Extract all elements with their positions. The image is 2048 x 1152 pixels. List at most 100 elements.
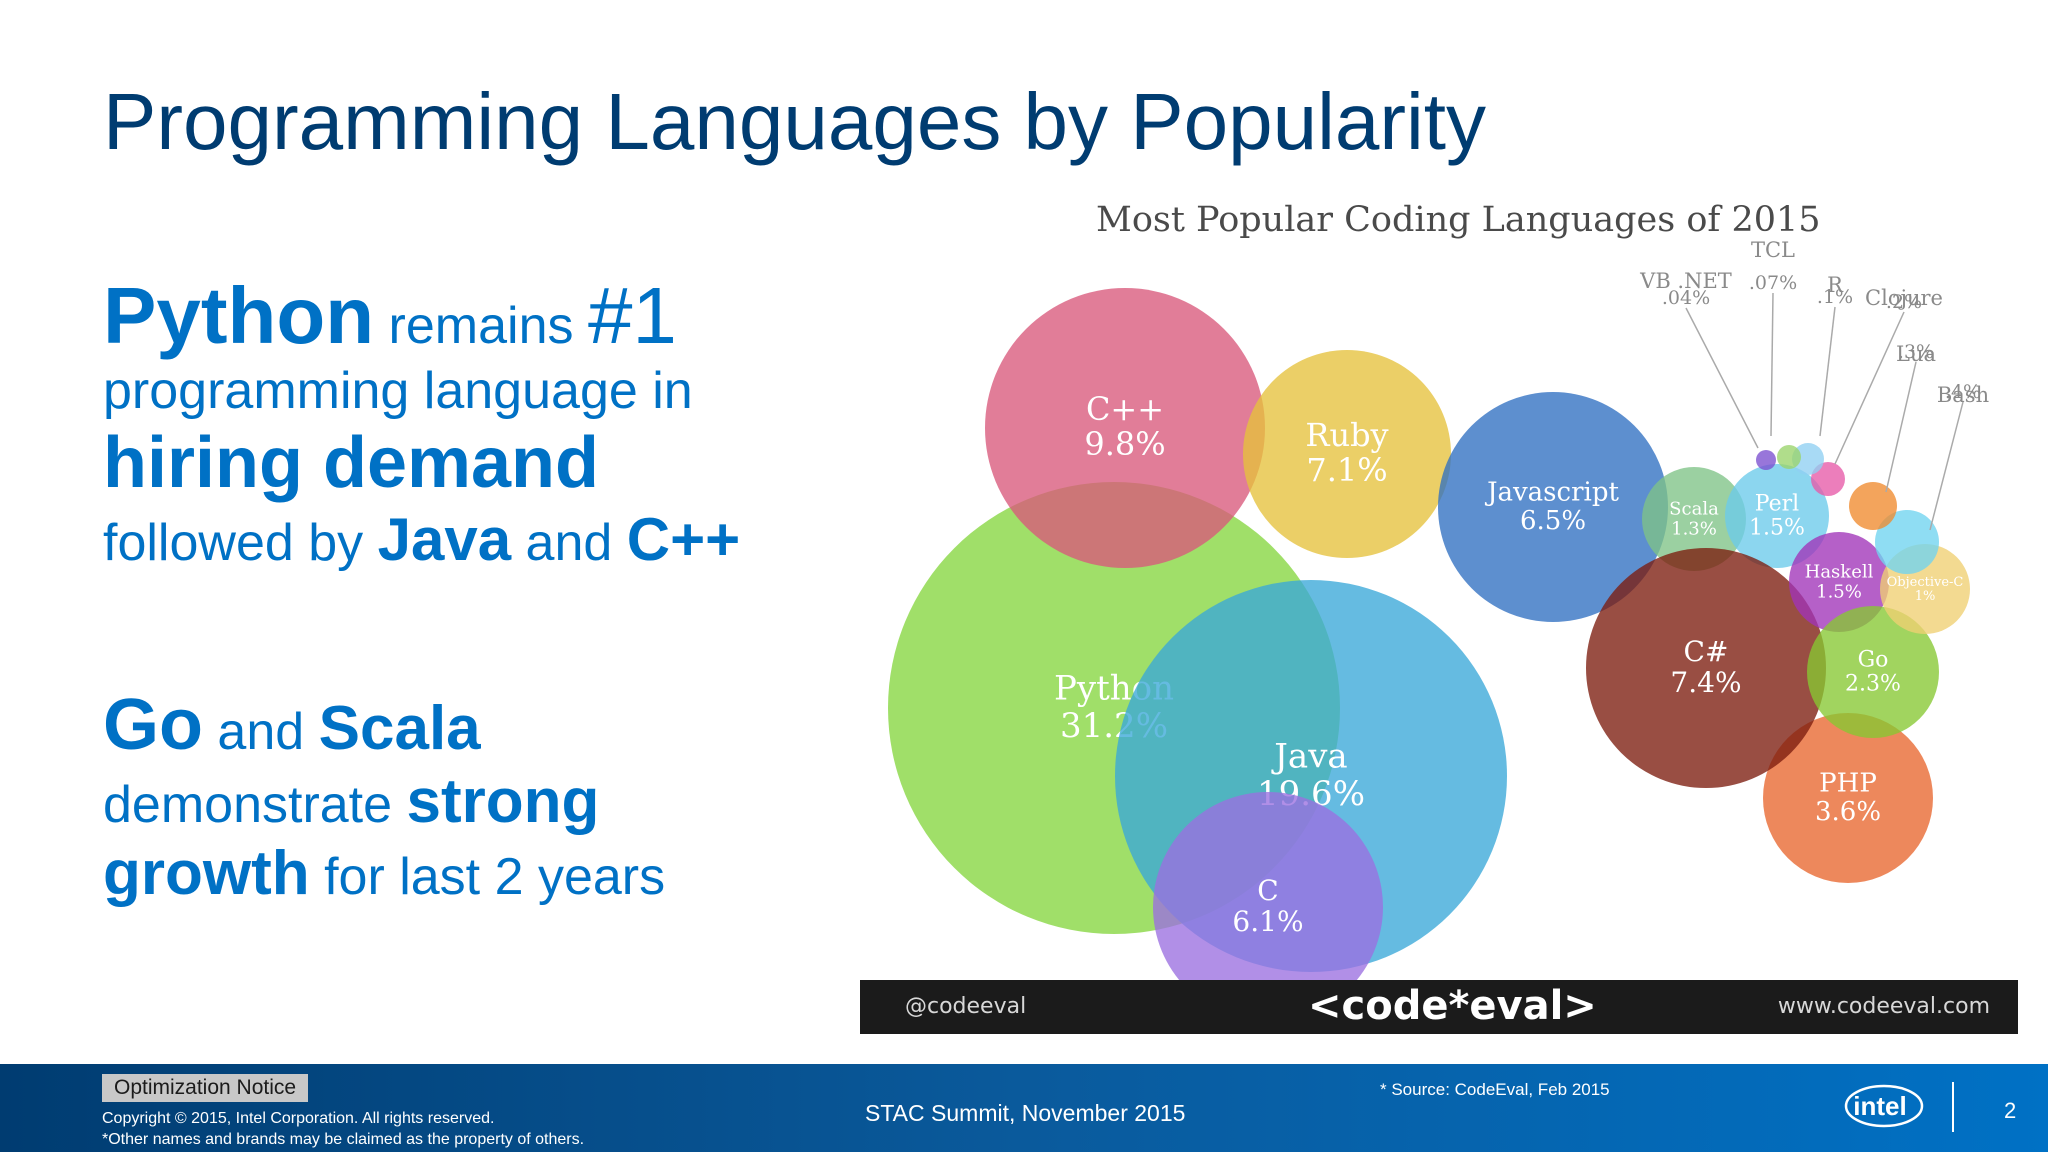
bubble-value-label: 3.6% bbox=[1815, 797, 1881, 827]
callout-line bbox=[1885, 361, 1917, 493]
bullet-text: followed by bbox=[103, 513, 378, 572]
copyright-text: Copyright © 2015, Intel Corporation. All… bbox=[102, 1110, 495, 1127]
bubble-value-label: 6.5% bbox=[1520, 506, 1586, 536]
bubble-go bbox=[1807, 606, 1939, 738]
bullet-line: Python remains #1 bbox=[103, 270, 823, 362]
slide-footer: Optimization Notice Copyright © 2015, In… bbox=[0, 1064, 2048, 1152]
bullet-text: for last 2 years bbox=[309, 847, 666, 906]
bubble-tcl bbox=[1777, 445, 1801, 469]
bubble-label: PHP bbox=[1819, 769, 1877, 799]
bubble-label: Javascript bbox=[1484, 478, 1619, 508]
bubble-label: C# bbox=[1684, 635, 1729, 668]
callout-line bbox=[1685, 307, 1759, 449]
page-number: 2 bbox=[2004, 1098, 2017, 1123]
bubble-value-label: 7.1% bbox=[1306, 451, 1387, 489]
bubble-chart: Python 31.2% Java 19.6% C 6.1% C++ 9.8% Ruby 7.1%… bbox=[860, 186, 2020, 1034]
bullet-line: demonstrate strong bbox=[103, 766, 823, 837]
callout-value: .07% bbox=[1749, 272, 1797, 294]
chart-footer-bar: @codeeval <code*eval> www.codeeval.com bbox=[860, 980, 2018, 1034]
bubble-scala bbox=[1642, 467, 1746, 571]
brands-disclaimer: *Other names and brands may be claimed a… bbox=[102, 1131, 585, 1148]
footer-divider bbox=[1952, 1082, 1954, 1132]
bullet-text: remains bbox=[374, 297, 588, 355]
bullet-line bbox=[103, 574, 823, 684]
bullet-text: and bbox=[511, 513, 627, 572]
callout-label: R bbox=[1827, 273, 1844, 297]
bullet-text: Scala bbox=[318, 693, 481, 763]
bubble-perl bbox=[1725, 464, 1829, 568]
bubble-label: Scala bbox=[1669, 499, 1719, 520]
bubble-bash bbox=[1875, 510, 1939, 574]
bullet-line: followed by Java and C++ bbox=[103, 505, 823, 574]
bullet-text: and bbox=[202, 702, 319, 761]
bullet-line: hiring demand bbox=[103, 422, 823, 505]
chart-title: Most Popular Coding Languages of 2015 bbox=[1096, 200, 1821, 240]
bubble-c- bbox=[1586, 548, 1826, 788]
callout-label: VB .NET bbox=[1639, 269, 1732, 293]
callout-label: Lua bbox=[1896, 342, 1936, 366]
bubble-javascript bbox=[1438, 392, 1668, 622]
bullet-text: hiring demand bbox=[103, 422, 600, 503]
key-points: Python remains #1 programming language in… bbox=[103, 270, 823, 909]
codeeval-url: www.codeeval.com bbox=[1777, 994, 1990, 1019]
bubble-ruby bbox=[1243, 350, 1451, 558]
bubble-label: Ruby bbox=[1305, 416, 1388, 454]
source-note: * Source: CodeEval, Feb 2015 bbox=[1380, 1080, 1610, 1099]
bubble-value-label: 9.8% bbox=[1084, 425, 1165, 463]
bubble-lua bbox=[1849, 482, 1897, 530]
callout-line bbox=[1929, 401, 1964, 531]
bubble-label: C bbox=[1257, 874, 1278, 907]
callout-label: Bash bbox=[1937, 383, 1989, 407]
bullet-text: Python bbox=[103, 271, 375, 360]
bullet-line: growth for last 2 years bbox=[103, 838, 823, 909]
slide-title: Programming Languages by Popularity bbox=[103, 77, 1487, 166]
callout-label: Clojure bbox=[1865, 286, 1943, 310]
callout-line bbox=[1819, 306, 1836, 437]
bullet-text: Java bbox=[377, 505, 512, 573]
bubble-label: Haskell bbox=[1805, 562, 1874, 583]
bubble-vb-net bbox=[1756, 450, 1776, 470]
bubble-value-label: 1% bbox=[1915, 589, 1936, 604]
bullet-text: Go bbox=[103, 684, 203, 765]
intel-logo-icon: intel bbox=[1844, 1084, 1924, 1128]
callout-value: .04% bbox=[1662, 287, 1710, 309]
bubble-value-label: 7.4% bbox=[1670, 666, 1741, 699]
bullet-line: programming language in bbox=[103, 362, 823, 422]
bubble-label: C++ bbox=[1086, 390, 1164, 428]
bubble-value-label: 6.1% bbox=[1232, 905, 1303, 938]
callout-line bbox=[1834, 311, 1905, 465]
legal-text: Copyright © 2015, Intel Corporation. All… bbox=[102, 1108, 584, 1150]
bubble-value-label: 1.3% bbox=[1671, 518, 1717, 539]
bubble-label: Java bbox=[1271, 737, 1347, 777]
callout-value: .3% bbox=[1898, 341, 1934, 363]
bullet-text: programming language in bbox=[103, 362, 693, 420]
codeeval-logo: <code*eval> bbox=[1308, 983, 1597, 1029]
bubble-value-label: 1.5% bbox=[1816, 581, 1862, 602]
bubble-value-label: 2.3% bbox=[1845, 672, 1901, 697]
bubble-clojure bbox=[1811, 462, 1845, 496]
bubble-value-label: 1.5% bbox=[1749, 516, 1805, 541]
event-name: STAC Summit, November 2015 bbox=[865, 1100, 1186, 1126]
codeeval-handle: @codeeval bbox=[905, 994, 1027, 1019]
callout-value: .1% bbox=[1817, 286, 1853, 308]
bubble-label: Objective-C bbox=[1887, 575, 1964, 590]
bullet-text: C++ bbox=[626, 505, 741, 573]
bullet-text: demonstrate bbox=[103, 776, 407, 835]
optimization-notice[interactable]: Optimization Notice bbox=[102, 1074, 309, 1102]
bullet-text: strong bbox=[406, 767, 600, 837]
bubble-label: Perl bbox=[1755, 492, 1799, 517]
bubble-c bbox=[1153, 792, 1383, 980]
bullet-text: #1 bbox=[587, 271, 677, 360]
bubble-php bbox=[1763, 713, 1933, 883]
bubble-label: Go bbox=[1858, 648, 1889, 673]
bubble-r bbox=[1792, 443, 1824, 475]
callout-value: .2% bbox=[1886, 291, 1922, 313]
bullet-line: Go and Scala bbox=[103, 684, 823, 767]
intel-logo-text: intel bbox=[1853, 1091, 1906, 1121]
bullet-text: growth bbox=[103, 838, 310, 908]
bubble-c- bbox=[985, 288, 1265, 568]
callout-line bbox=[1770, 292, 1774, 437]
callout-value: .4% bbox=[1945, 381, 1981, 403]
callout-label: TCL bbox=[1751, 238, 1795, 262]
